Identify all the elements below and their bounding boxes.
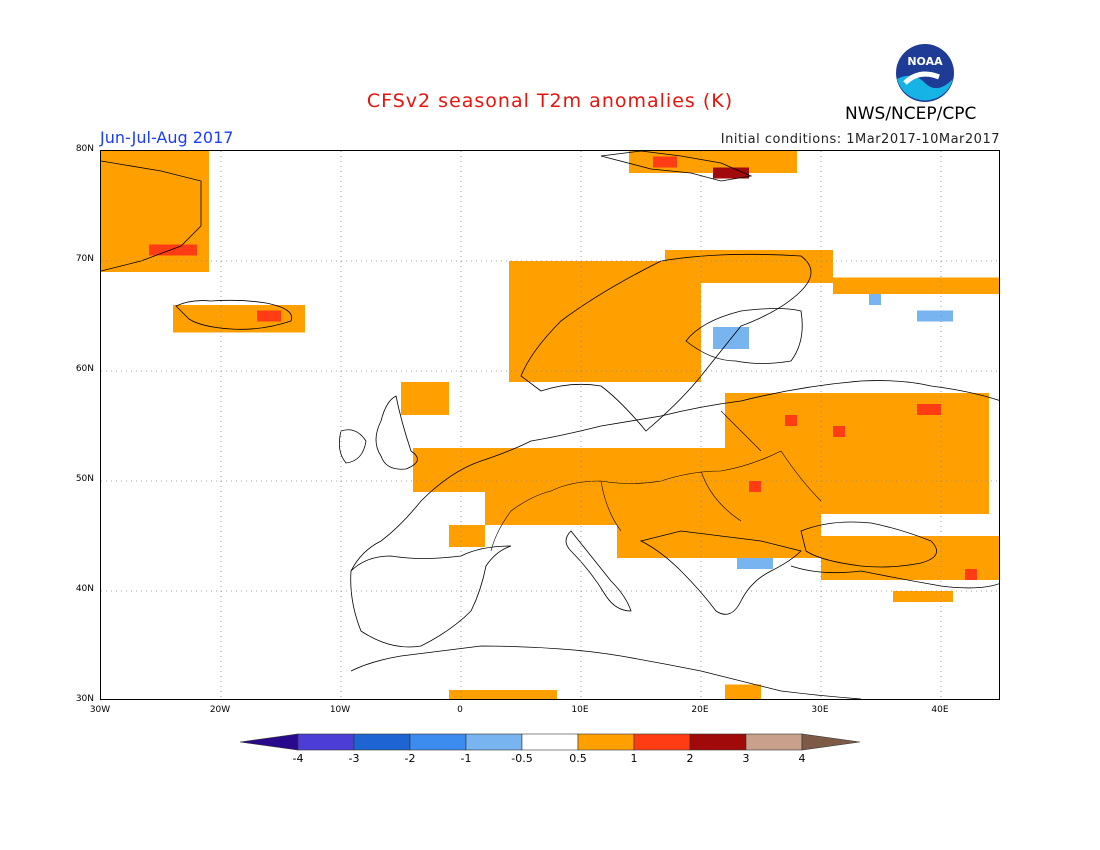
colorbar-tick-label: 4 <box>798 752 806 765</box>
anomaly-cell <box>893 591 953 602</box>
colorbar-segment <box>409 733 467 751</box>
anomaly-cell <box>653 156 677 168</box>
longitude-label: 10W <box>329 705 351 715</box>
anomaly-cell <box>869 294 881 305</box>
anomaly-cell <box>449 690 557 699</box>
anomaly-cell <box>833 277 999 294</box>
colorbar-tick-label: 1 <box>630 752 638 765</box>
longitude-label: 20W <box>209 705 231 715</box>
colorbar-segment <box>689 733 747 751</box>
anomaly-cell <box>737 558 773 569</box>
colorbar-segment <box>353 733 411 751</box>
initial-conditions: Initial conditions: 1Mar2017-10Mar2017 <box>720 132 1000 147</box>
anomaly-cell <box>749 481 761 492</box>
longitude-label: 30W <box>89 705 111 715</box>
colorbar-segment <box>521 733 579 751</box>
latitude-label: 40N <box>75 584 94 594</box>
anomaly-regions <box>101 151 999 699</box>
anomaly-cell <box>785 415 797 426</box>
colorbar-segment <box>633 733 691 751</box>
colorbar-tick-label: -2 <box>404 752 416 765</box>
coastlines <box>101 151 999 699</box>
colorbar-tick-label: 2 <box>686 752 694 765</box>
latitude-label: 70N <box>75 254 94 264</box>
graticule <box>101 151 999 699</box>
latitude-label: 30N <box>75 694 94 704</box>
season-label: Jun-Jul-Aug 2017 <box>100 128 234 147</box>
colorbar-tick-label: -3 <box>348 752 360 765</box>
latitude-label: 50N <box>75 474 94 484</box>
colorbar-tick-label: -0.5 <box>511 752 533 765</box>
anomaly-cell <box>485 448 761 525</box>
anomaly-cell <box>449 525 485 547</box>
anomaly-cell <box>917 404 941 415</box>
anomaly-cell <box>173 305 305 333</box>
logo-text: NOAA <box>907 55 943 68</box>
anomaly-cell <box>917 310 953 322</box>
colorbar-tick-label: 0.5 <box>569 752 587 765</box>
anomaly-cell <box>257 310 281 322</box>
noaa-logo: NOAA <box>896 44 954 102</box>
anomaly-cell <box>725 393 989 514</box>
anomaly-cell <box>713 167 749 179</box>
anomaly-cell <box>665 250 833 283</box>
anomaly-map <box>101 151 999 699</box>
colorbar-tick-label: -1 <box>460 752 472 765</box>
longitude-label: 0 <box>457 705 463 715</box>
colorbar <box>240 733 860 751</box>
map-title: CFSv2 seasonal T2m anomalies (K) <box>366 90 734 112</box>
latitude-label: 60N <box>75 364 94 374</box>
colorbar-tick-label: -4 <box>292 752 304 765</box>
agency-label: NWS/NCEP/CPC <box>845 104 977 124</box>
colorbar-min-arrow <box>240 733 299 751</box>
colorbar-segment <box>577 733 635 751</box>
colorbar-tick-label: 3 <box>742 752 750 765</box>
colorbar-segment <box>297 733 355 751</box>
longitude-label: 40E <box>931 705 949 715</box>
latitude-label: 80N <box>75 144 94 154</box>
anomaly-cell <box>149 244 197 256</box>
anomaly-cell <box>725 684 761 699</box>
colorbar-segment <box>465 733 523 751</box>
anomaly-cell <box>833 426 845 437</box>
colorbar-segment <box>745 733 803 751</box>
anomaly-cell <box>965 569 977 580</box>
longitude-label: 20E <box>691 705 709 715</box>
map-panel <box>100 150 1000 700</box>
colorbar-max-arrow <box>801 733 860 751</box>
longitude-label: 10E <box>571 705 589 715</box>
anomaly-cell <box>401 382 449 415</box>
longitude-label: 30E <box>811 705 829 715</box>
